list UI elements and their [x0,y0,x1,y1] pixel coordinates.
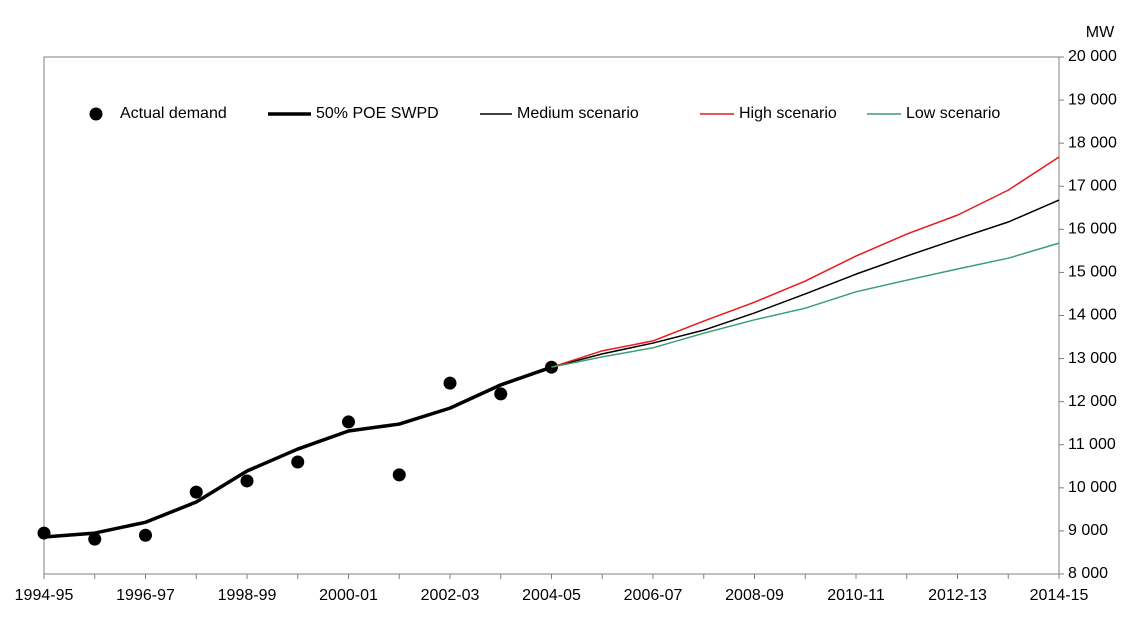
data-point [443,376,457,390]
x-tick-label: 2002-03 [421,587,480,604]
x-tick-label: 2014-15 [1030,587,1089,604]
y-tick-label: 11 000 [1068,436,1116,453]
x-tick-label: 2012-13 [928,587,987,604]
x-tick-label: 1996-97 [116,587,175,604]
y-tick-label: 13 000 [1068,350,1117,367]
x-tick-label: 2004-05 [522,587,581,604]
legend-marker [89,107,103,121]
y-tick-label: 10 000 [1068,479,1117,496]
series-line [43,365,553,539]
y-tick-label: 16 000 [1068,221,1117,238]
y-tick-label: 15 000 [1068,264,1117,281]
legend-label: Medium scenario [517,105,639,122]
legend-label: High scenario [739,105,837,122]
y-tick-label: 18 000 [1068,134,1117,151]
y-tick-label: 12 000 [1068,393,1117,410]
data-point [494,387,508,401]
data-point [139,528,152,542]
series-line [551,156,1060,368]
x-tick-label: 1998-99 [218,587,277,604]
y-tick-label: 9 000 [1068,522,1108,539]
y-tick-label: 14 000 [1068,307,1117,324]
data-point [240,474,254,488]
x-tick-label: 1994-95 [15,587,74,604]
data-point [342,415,355,429]
x-tick-label: 2006-07 [624,587,683,604]
data-point [88,532,102,546]
data-point [189,485,203,499]
x-tick-label: 2010-11 [827,587,885,604]
y-tick-label: 17 000 [1068,177,1117,194]
y-axis-unit: MW [1086,24,1115,41]
legend-label: Low scenario [906,105,1000,122]
data-point [392,468,406,482]
y-tick-label: 8 000 [1068,565,1108,582]
x-tick-label: 2008-09 [725,587,784,604]
y-tick-label: 19 000 [1068,91,1117,108]
legend-label: Actual demand [120,105,227,122]
series-line [551,199,1060,368]
y-tick-label: 20 000 [1068,48,1117,65]
x-tick-label: 2000-01 [319,587,378,604]
series-line [551,242,1060,368]
legend-label: 50% POE SWPD [316,105,439,122]
data-point [291,455,305,469]
